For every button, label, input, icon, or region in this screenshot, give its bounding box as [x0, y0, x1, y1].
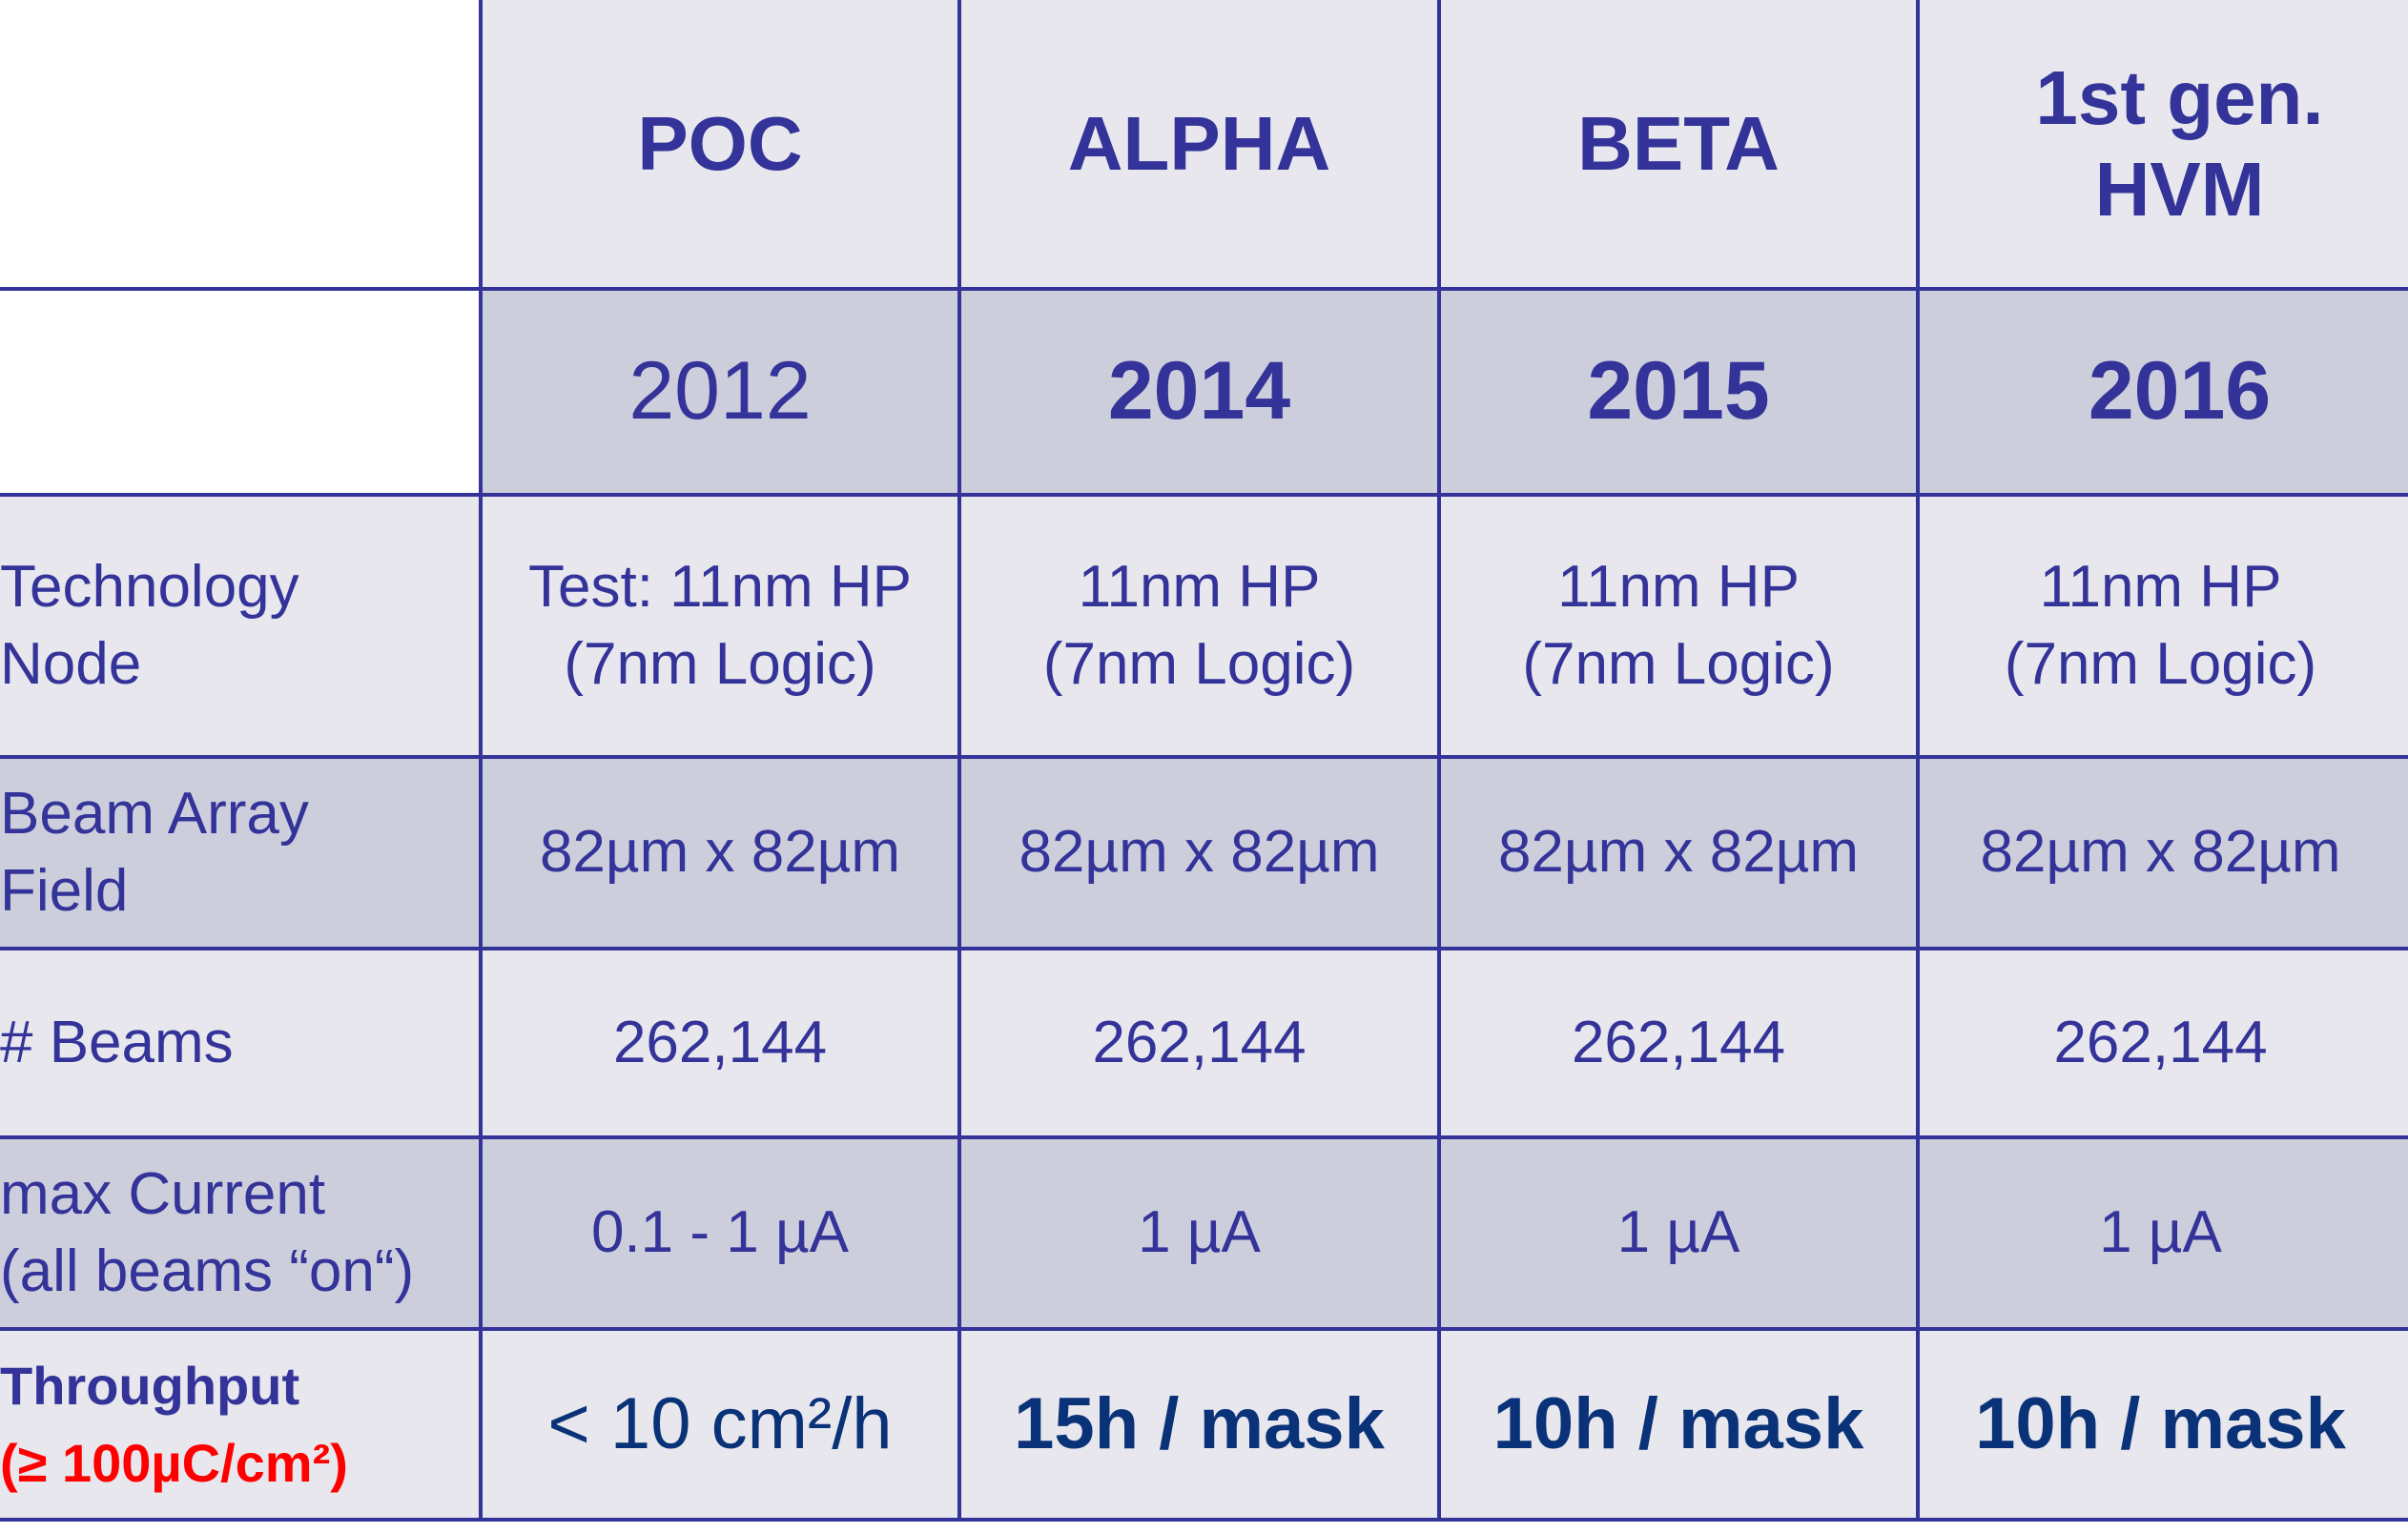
table-cell: Test: 11nm HP (7nm Logic): [479, 493, 961, 759]
row-label: # Beams: [0, 947, 483, 1139]
year-poc: 2012: [479, 287, 961, 497]
year-row: 2012 2014 2015 2016: [0, 287, 2408, 497]
table-cell: 11nm HP (7nm Logic): [1437, 493, 1920, 759]
table-cell: 262,144: [479, 947, 961, 1139]
table-cell: 10h / mask: [1916, 1327, 2408, 1522]
table-cell: 0.1 - 1 µA: [479, 1135, 961, 1331]
table-row-technology-node: Technology Node Test: 11nm HP (7nm Logic) …: [0, 493, 2408, 759]
row-label: max Current (all beams “on“): [0, 1135, 483, 1331]
table-cell: 1 µA: [1916, 1135, 2408, 1331]
table-cell: < 10 cm²/h: [479, 1327, 961, 1522]
table-cell: 82µm x 82µm: [1916, 755, 2408, 950]
table-row-max-current: max Current (all beams “on“) 0.1 - 1 µA 1…: [0, 1135, 2408, 1331]
table-cell: 262,144: [957, 947, 1441, 1139]
table-row-beams: # Beams 262,144 262,144 262,144 262,144: [0, 947, 2408, 1139]
table-cell: 82µm x 82µm: [957, 755, 1441, 950]
table-cell: 11nm HP (7nm Logic): [957, 493, 1441, 759]
row-label: Technology Node: [0, 493, 483, 759]
table-cell: 1 µA: [1437, 1135, 1920, 1331]
header-row: POC ALPHA BETA 1st gen. HVM: [0, 0, 2408, 291]
row-label: Throughput (≥ 100µC/cm²): [0, 1327, 483, 1522]
column-header-hvm: 1st gen. HVM: [1916, 0, 2408, 291]
table-cell: 82µm x 82µm: [1437, 755, 1920, 950]
column-header-poc: POC: [479, 0, 961, 291]
row-label: Beam Array Field: [0, 755, 483, 950]
table-row-throughput: Throughput (≥ 100µC/cm²) < 10 cm²/h 15h /…: [0, 1327, 2408, 1522]
table-cell: 10h / mask: [1437, 1327, 1920, 1522]
table-cell: 1 µA: [957, 1135, 1441, 1331]
table-cell: 11nm HP (7nm Logic): [1916, 493, 2408, 759]
table-cell: 82µm x 82µm: [479, 755, 961, 950]
year-hvm: 2016: [1916, 287, 2408, 497]
corner-cell: [0, 0, 483, 291]
table-cell: 262,144: [1437, 947, 1920, 1139]
year-beta: 2015: [1437, 287, 1920, 497]
throughput-condition: (≥ 100µC/cm²): [0, 1433, 348, 1493]
table-cell: 262,144: [1916, 947, 2408, 1139]
column-header-alpha: ALPHA: [957, 0, 1441, 291]
table-row-beam-array-field: Beam Array Field 82µm x 82µm 82µm x 82µm …: [0, 755, 2408, 950]
table-cell: 15h / mask: [957, 1327, 1441, 1522]
year-alpha: 2014: [957, 287, 1441, 497]
year-label-cell: [0, 287, 483, 497]
column-header-beta: BETA: [1437, 0, 1920, 291]
